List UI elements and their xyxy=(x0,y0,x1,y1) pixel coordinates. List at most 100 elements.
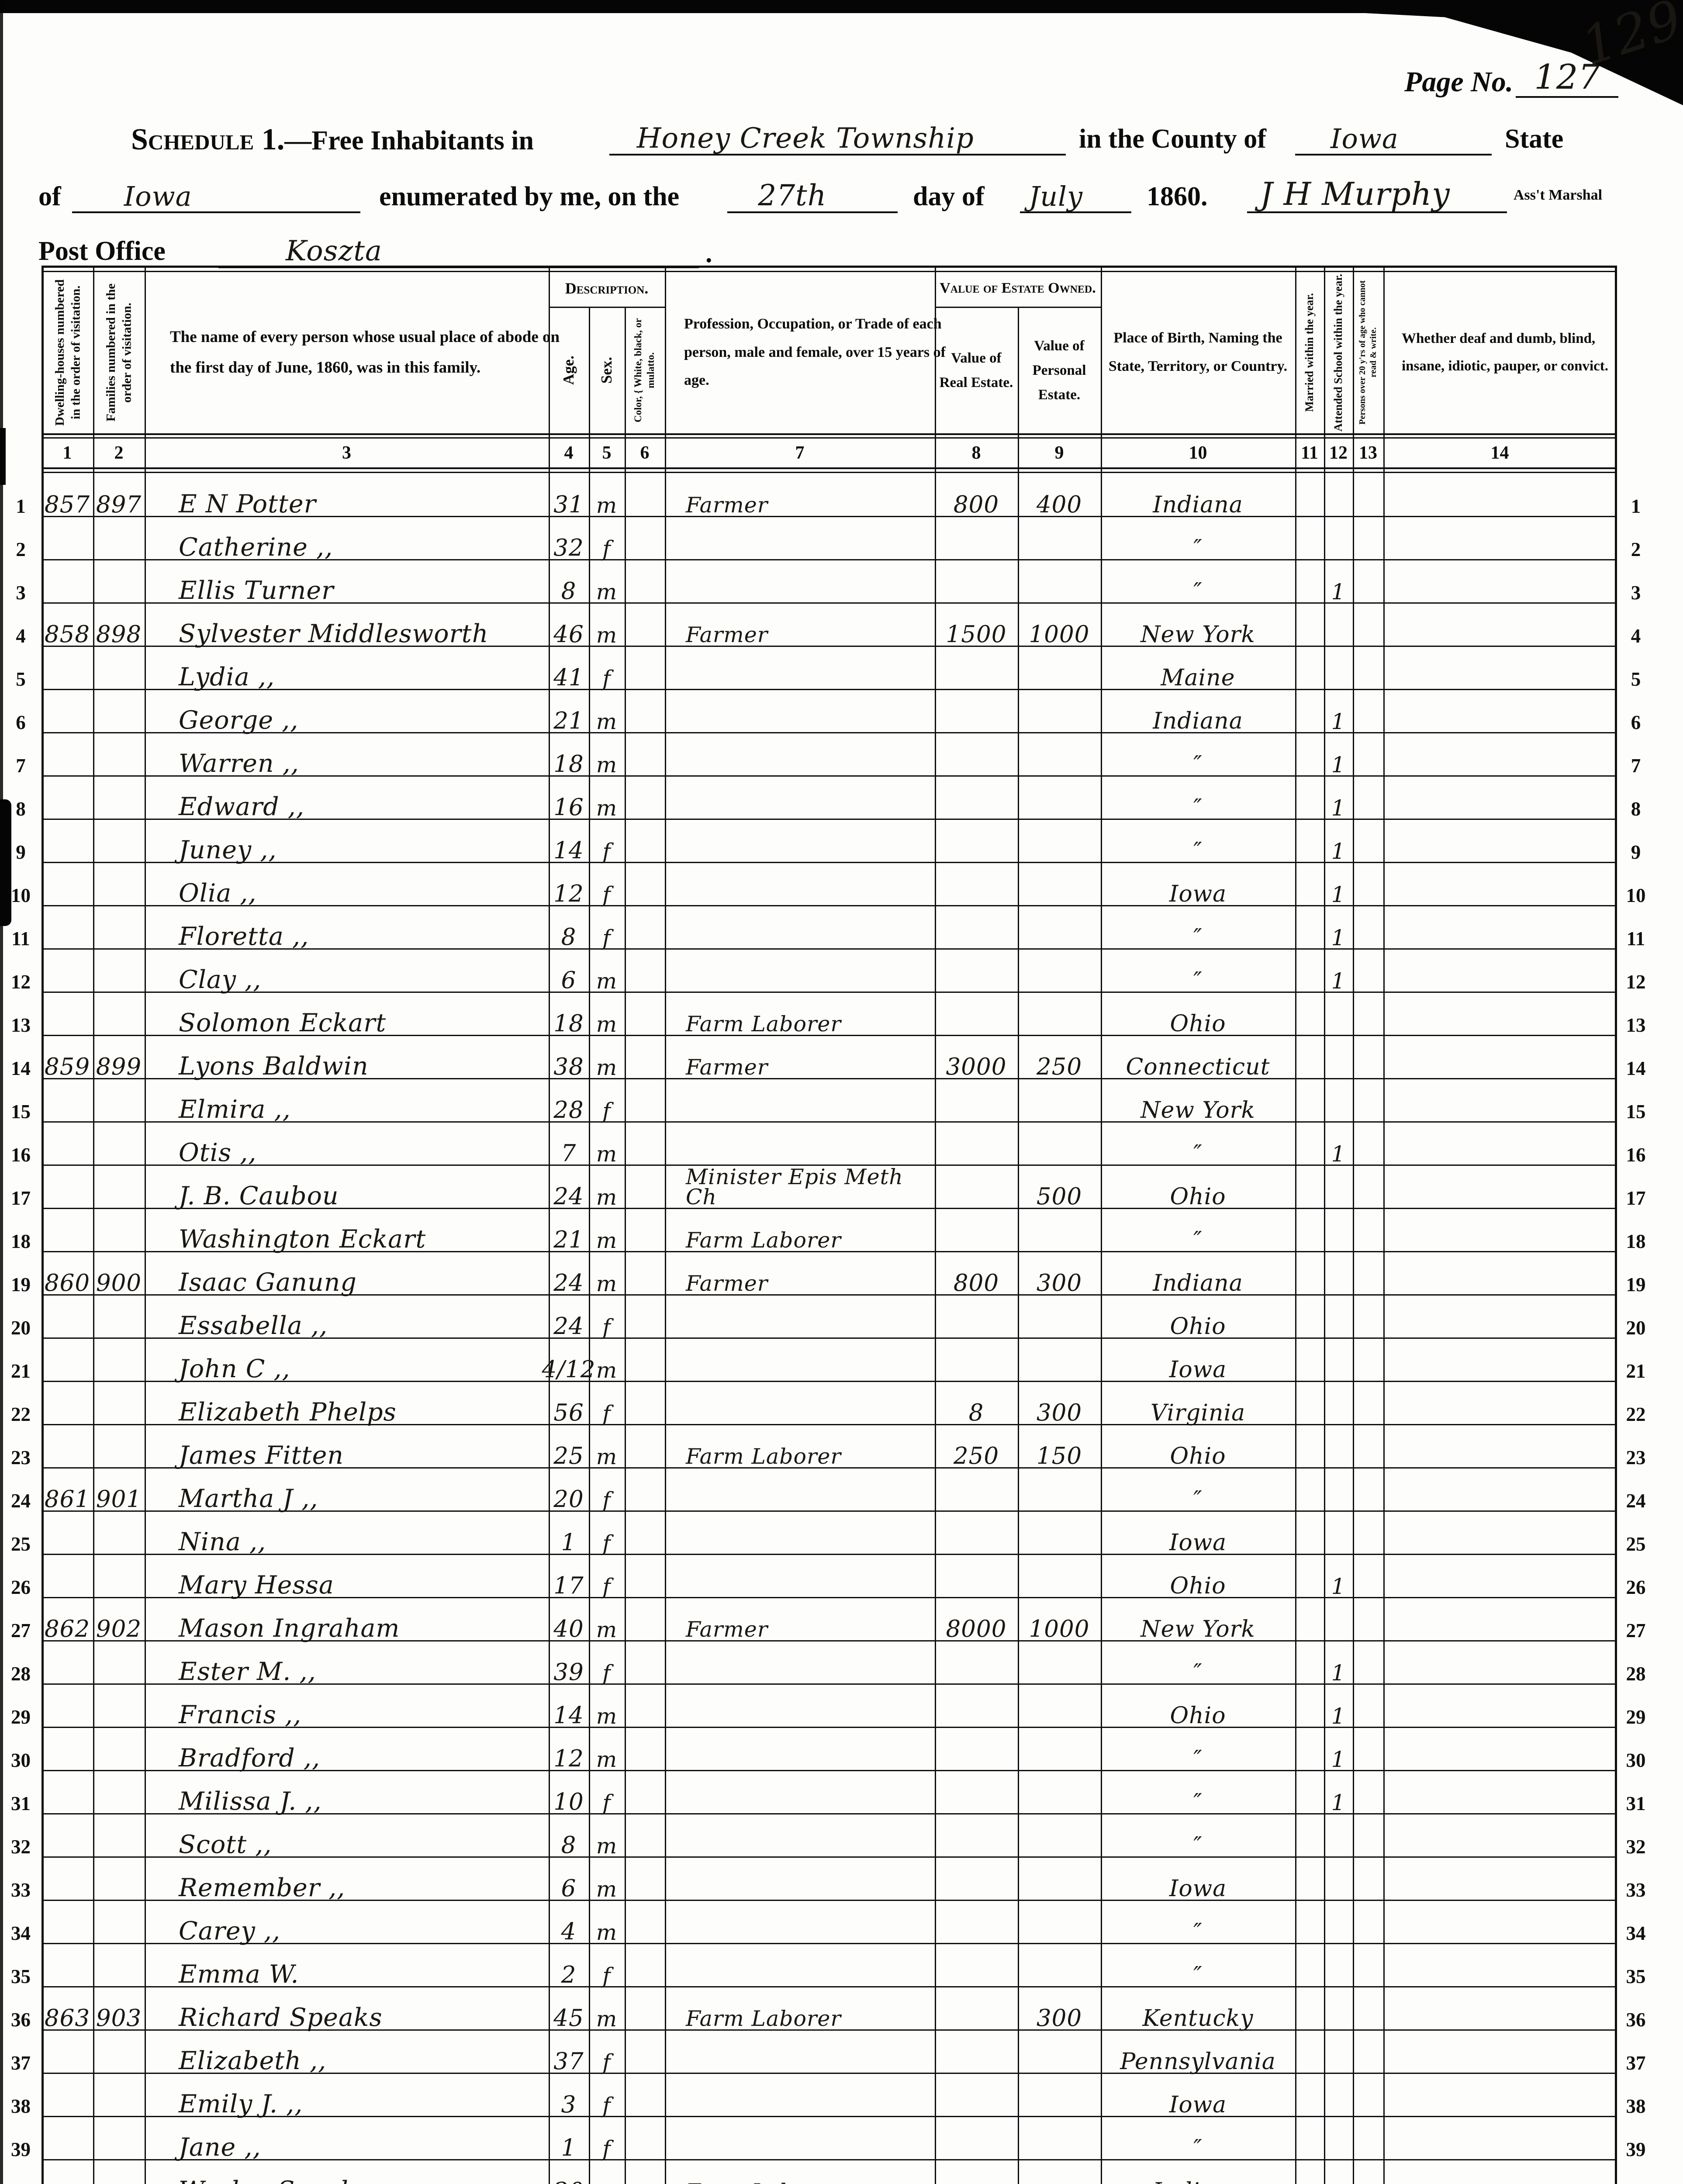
personal-estate-value xyxy=(1018,1685,1101,1728)
row-number-left: 40 xyxy=(0,2160,41,2184)
family-number xyxy=(93,993,145,1036)
family-number xyxy=(93,1123,145,1166)
row-number-left: 24 xyxy=(11,1490,31,1512)
personal-estate-value xyxy=(1018,863,1101,906)
day-value: 27th xyxy=(758,179,827,212)
illiterate-mark xyxy=(1353,474,1383,517)
dwelling-number xyxy=(41,733,93,777)
married-mark xyxy=(1295,1555,1324,1598)
illiterate-mark xyxy=(1353,1858,1383,1901)
occupation-value xyxy=(665,950,935,993)
dwelling-number xyxy=(41,820,93,863)
occupation-value: Farmer xyxy=(686,493,768,518)
age-value: 14 xyxy=(553,837,584,864)
state-value: Iowa xyxy=(124,180,192,212)
color-value xyxy=(625,2160,665,2184)
birthplace-value: New York xyxy=(1140,1616,1255,1642)
sex-value: f xyxy=(602,838,611,864)
person-name: Warren ,, xyxy=(179,749,299,778)
age-value: 21 xyxy=(553,707,584,734)
page-no-blank: 127 xyxy=(1516,58,1618,98)
row-number-right: 27 xyxy=(1626,1620,1646,1642)
remarks-value xyxy=(1383,517,1616,560)
sex-value: f xyxy=(602,1963,611,1988)
married-mark xyxy=(1295,1728,1324,1771)
married-mark xyxy=(1295,1339,1324,1382)
occupation-value xyxy=(665,1771,935,1814)
personal-estate-value xyxy=(1018,647,1101,690)
row-number-right: 19 xyxy=(1626,1274,1646,1296)
dwelling-number xyxy=(41,647,93,690)
table-row: 1 857 897 E N Potter 31 m Farmer 800 400… xyxy=(0,474,1655,517)
family-number xyxy=(93,1814,145,1858)
row-number-right: 35 xyxy=(1626,1966,1646,1988)
day-blank: 27th xyxy=(727,176,898,213)
personal-estate-value: 300 xyxy=(1036,2004,1082,2032)
married-mark xyxy=(1295,1382,1324,1425)
column-number-row: 1 2 3 4 5 6 7 8 9 10 11 12 13 14 xyxy=(0,438,1655,467)
row-number-right: 21 xyxy=(1626,1360,1646,1382)
row-number-right: 18 xyxy=(1626,1230,1646,1253)
married-mark xyxy=(1295,733,1324,777)
remarks-value xyxy=(1383,777,1616,820)
dwelling-number xyxy=(41,906,93,950)
person-name: Sylvester Middlesworth xyxy=(179,619,489,648)
sex-value: m xyxy=(596,1919,618,1945)
occupation-value xyxy=(665,1296,935,1339)
color-value xyxy=(625,1814,665,1858)
illiterate-mark xyxy=(1353,1382,1383,1425)
color-value xyxy=(625,517,665,560)
col-num: 12 xyxy=(1329,442,1348,463)
col-num: 3 xyxy=(342,442,351,463)
remarks-value xyxy=(1383,1641,1616,1685)
family-number xyxy=(93,733,145,777)
row-number-left: 29 xyxy=(11,1706,31,1728)
color-value xyxy=(625,474,665,517)
school-mark: 1 xyxy=(1331,1790,1346,1815)
real-estate-value xyxy=(935,1079,1018,1123)
illiterate-mark xyxy=(1353,1944,1383,1987)
personal-estate-value xyxy=(1018,1858,1101,1901)
col-num: 14 xyxy=(1490,442,1509,463)
illiterate-mark xyxy=(1353,906,1383,950)
illiterate-mark xyxy=(1353,1987,1383,2031)
birthplace-value: Ohio xyxy=(1170,1183,1226,1210)
family-number xyxy=(93,1858,145,1901)
age-value: 20 xyxy=(553,1486,584,1513)
color-value xyxy=(625,863,665,906)
row-number-left: 12 xyxy=(11,971,31,993)
person-name: Clay ,, xyxy=(179,965,262,994)
dwelling-number xyxy=(41,517,93,560)
occupation-value xyxy=(665,1339,935,1382)
row-number-left: 37 xyxy=(11,2052,31,2074)
color-value xyxy=(625,993,665,1036)
occupation-value xyxy=(665,906,935,950)
column-header-color: Color, { White, black, or mulatto. xyxy=(632,318,656,423)
dwelling-number: 862 xyxy=(44,1615,90,1642)
table-row: 9 Juney ,, 14 f ″ 1 9 xyxy=(0,820,1655,863)
sex-value: m xyxy=(596,1444,618,1469)
real-estate-value xyxy=(935,906,1018,950)
color-value xyxy=(625,1036,665,1079)
person-name: Olia ,, xyxy=(179,878,257,908)
person-name: Juney ,, xyxy=(179,835,277,864)
illiterate-mark xyxy=(1353,2074,1383,2117)
row-number-left: 4 xyxy=(16,625,26,647)
remarks-value xyxy=(1383,604,1616,647)
married-mark xyxy=(1295,560,1324,604)
dwelling-number xyxy=(41,1944,93,1987)
person-name: Lydia ,, xyxy=(179,662,275,691)
table-row: 25 Nina ,, 1 f Iowa 25 xyxy=(0,1512,1655,1555)
family-number xyxy=(93,2117,145,2160)
family-number xyxy=(93,560,145,604)
color-value xyxy=(625,1555,665,1598)
married-mark xyxy=(1295,1252,1324,1296)
birthplace-value: ″ xyxy=(1193,794,1203,821)
married-mark xyxy=(1295,1685,1324,1728)
family-number xyxy=(93,690,145,733)
state-word: State xyxy=(1505,124,1564,154)
remarks-value xyxy=(1383,2074,1616,2117)
occupation-value xyxy=(665,1079,935,1123)
sex-value: m xyxy=(596,1746,618,1772)
dwelling-number xyxy=(41,690,93,733)
